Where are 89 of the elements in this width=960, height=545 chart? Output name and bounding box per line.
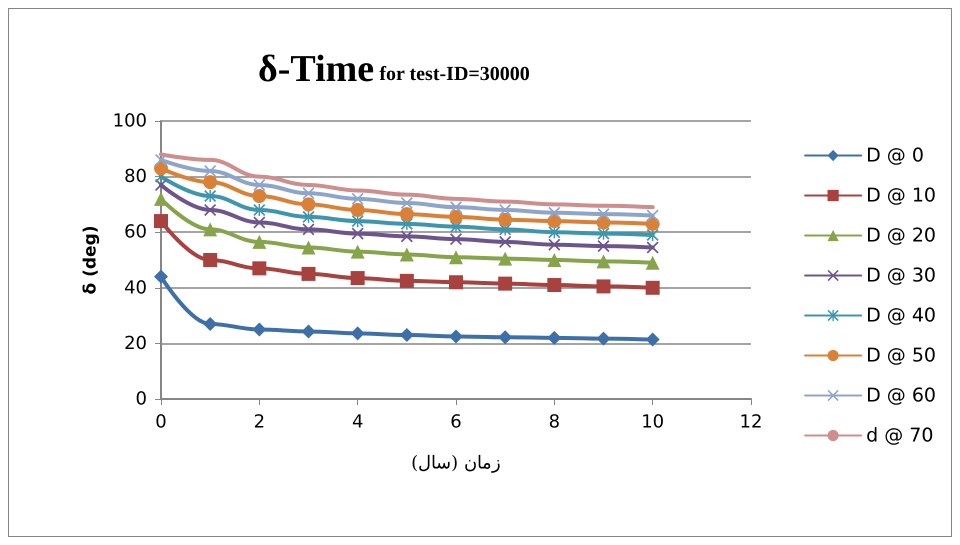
point	[350, 244, 365, 259]
point	[498, 212, 512, 227]
point	[252, 234, 266, 249]
point	[547, 278, 562, 292]
point	[302, 223, 314, 236]
legend-label: D @ 10	[866, 184, 936, 206]
chart-title: δ-Time	[258, 48, 374, 90]
x-tick-label: 8	[548, 412, 560, 432]
point	[400, 230, 413, 242]
point	[302, 266, 316, 281]
point	[499, 236, 512, 248]
point	[252, 322, 266, 336]
point	[154, 270, 168, 284]
y-tick-label: 40	[124, 277, 147, 298]
point	[547, 253, 562, 267]
point	[204, 204, 216, 216]
point	[449, 250, 463, 264]
y-tick-label: 60	[124, 222, 147, 243]
point	[253, 178, 266, 191]
point	[302, 324, 316, 338]
point	[352, 192, 364, 205]
x-tick-label: 10	[641, 412, 664, 432]
point	[498, 252, 512, 266]
point	[499, 204, 512, 216]
point	[450, 233, 462, 246]
x-tick-label: 12	[740, 412, 762, 432]
point	[449, 329, 463, 344]
legend-label: D @ 40	[866, 304, 936, 326]
x-axis-title: زمان (سال)	[411, 452, 501, 474]
point	[646, 210, 659, 222]
point	[350, 326, 365, 340]
legend-label: D @ 30	[866, 264, 936, 286]
point	[400, 247, 414, 262]
y-axis-title: δ (deg)	[80, 225, 100, 295]
point	[350, 271, 365, 286]
point	[400, 207, 414, 222]
point	[598, 208, 610, 220]
point	[596, 332, 610, 346]
point	[598, 240, 610, 252]
point	[204, 165, 216, 178]
point	[302, 197, 316, 212]
point	[547, 330, 562, 345]
point	[252, 261, 266, 276]
point	[646, 228, 659, 241]
point	[548, 238, 560, 251]
y-tick-label: 0	[136, 388, 147, 410]
point	[400, 274, 414, 288]
point	[400, 328, 414, 342]
point	[203, 316, 218, 331]
legend-label: d @ 70	[866, 424, 934, 446]
legend-label: D @ 50	[866, 344, 936, 366]
point	[646, 332, 660, 347]
point	[203, 222, 218, 236]
point	[352, 228, 364, 240]
point	[155, 154, 167, 166]
point	[449, 210, 463, 224]
y-tick-label: 20	[124, 332, 147, 354]
x-tick-label: 4	[352, 412, 364, 432]
point	[596, 254, 610, 268]
chart-subtitle: for test-ID=30000	[379, 63, 530, 85]
point	[450, 201, 462, 214]
x-tick-label: 0	[155, 412, 167, 432]
y-tick-label: 100	[112, 110, 147, 132]
point	[253, 204, 266, 216]
point	[204, 190, 216, 202]
point	[253, 216, 266, 228]
point	[302, 210, 314, 223]
point	[302, 240, 316, 254]
point	[498, 330, 512, 344]
point	[154, 214, 168, 228]
x-tick-label: 6	[450, 412, 462, 432]
point	[449, 275, 463, 290]
point	[548, 206, 560, 219]
point	[596, 279, 610, 294]
legend-label: D @ 0	[866, 144, 924, 166]
point	[203, 175, 218, 190]
legend-label: D @ 20	[866, 224, 936, 246]
point	[646, 256, 660, 270]
point	[548, 226, 560, 238]
point	[350, 202, 365, 217]
point	[646, 280, 660, 295]
y-tick-label: 80	[124, 166, 147, 188]
point	[203, 253, 218, 267]
legend-label: D @ 60	[866, 384, 936, 406]
point	[498, 276, 512, 291]
x-tick-label: 2	[254, 412, 266, 432]
point	[646, 241, 659, 254]
point	[252, 189, 266, 204]
point	[400, 197, 413, 210]
